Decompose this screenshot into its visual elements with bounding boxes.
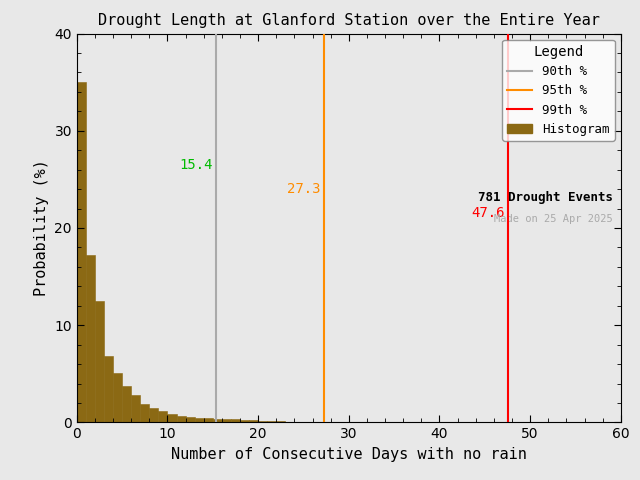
Text: 27.3: 27.3 bbox=[287, 182, 321, 196]
Bar bbox=[168, 414, 177, 422]
Bar bbox=[240, 420, 249, 422]
Bar bbox=[158, 411, 168, 422]
Bar bbox=[186, 417, 195, 422]
Text: 781 Drought Events: 781 Drought Events bbox=[477, 191, 612, 204]
Bar bbox=[195, 418, 204, 422]
Bar bbox=[177, 416, 186, 422]
Title: Drought Length at Glanford Station over the Entire Year: Drought Length at Glanford Station over … bbox=[98, 13, 600, 28]
Bar bbox=[231, 420, 240, 422]
Bar bbox=[285, 421, 294, 422]
Bar bbox=[77, 82, 86, 422]
Bar bbox=[249, 420, 258, 422]
Bar bbox=[140, 404, 149, 422]
Bar bbox=[131, 395, 140, 422]
Bar bbox=[212, 419, 222, 422]
Y-axis label: Probability (%): Probability (%) bbox=[34, 159, 49, 297]
Bar bbox=[122, 386, 131, 422]
Bar bbox=[204, 418, 212, 422]
Text: 47.6: 47.6 bbox=[471, 206, 505, 220]
Legend: 90th %, 95th %, 99th %, Histogram: 90th %, 95th %, 99th %, Histogram bbox=[502, 40, 614, 141]
Bar bbox=[95, 301, 104, 422]
Bar bbox=[86, 255, 95, 422]
Bar bbox=[222, 420, 231, 422]
Bar bbox=[113, 373, 122, 422]
Text: 15.4: 15.4 bbox=[179, 158, 212, 172]
Bar bbox=[104, 356, 113, 422]
Text: Made on 25 Apr 2025: Made on 25 Apr 2025 bbox=[494, 215, 612, 224]
Bar bbox=[268, 421, 276, 422]
X-axis label: Number of Consecutive Days with no rain: Number of Consecutive Days with no rain bbox=[171, 447, 527, 462]
Bar bbox=[258, 421, 268, 422]
Bar bbox=[276, 421, 285, 422]
Bar bbox=[149, 408, 158, 422]
